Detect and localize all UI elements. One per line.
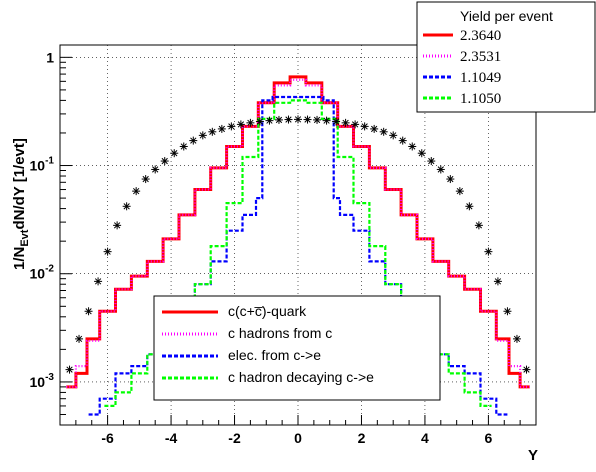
y-tick-label: 1 [46,49,54,65]
yield-box-frame [416,1,596,113]
y-axis-label-a: 1/N [11,247,28,270]
asterisk-marker [455,187,464,196]
asterisk-marker [160,157,169,166]
yield-value: 2.3640 [460,28,501,44]
legend: c(c+c̅)-quark c hadrons from c elec. from … [153,295,441,401]
asterisk-marker [122,202,131,211]
svg-text:1/NEvtdN/dY [1/evt]: 1/NEvtdN/dY [1/evt] [11,138,31,270]
x-tick-label: -2 [228,430,241,446]
asterisk-marker [84,307,93,316]
asterisk-marker [227,122,236,131]
asterisk-marker [417,149,426,158]
asterisk-marker [351,120,360,129]
legend-label: elec. from c->e [228,347,321,363]
asterisk-marker [427,157,436,166]
asterisk-marker [284,115,293,124]
asterisk-marker [103,247,112,256]
yield-value: 1.1049 [460,70,501,86]
legend-label: c(c+c̅)-quark [228,303,307,319]
asterisk-marker [189,136,198,145]
yield-rows: 2.3640 2.3531 1.1049 1.1050 [423,28,501,107]
asterisk-marker [94,277,103,286]
series-line [66,75,530,389]
x-axis-label: Y [528,447,538,464]
asterisk-marker [198,131,207,140]
asterisk-marker [313,115,322,124]
asterisk-marker [265,116,274,125]
x-tick-label: 4 [421,430,429,446]
asterisk-marker [474,221,483,230]
asterisk-marker [379,127,388,136]
asterisk-marker [398,136,407,145]
asterisk-marker [360,122,369,131]
asterisk-marker [141,175,150,184]
asterisk-marker [332,117,341,126]
asterisk-marker [303,115,312,124]
x-ticks: -6 -4 -2 0 2 4 6 [75,415,521,446]
yield-box-title: Yield per event [460,8,553,24]
asterisk-marker [132,187,141,196]
asterisk-marker [294,115,302,124]
asterisk-marker [341,118,350,127]
asterisk-marker [522,365,531,374]
asterisk-marker [151,165,160,174]
asterisk-marker [322,116,331,125]
y-tick-label: 10-3 [30,372,55,390]
asterisk-marker [408,142,417,151]
legend-label: c hadron decaying c->e [228,369,374,385]
marker-series [65,115,531,374]
asterisk-marker [512,334,521,343]
asterisk-marker [389,131,398,140]
y-tick-label: 10-1 [30,156,55,174]
asterisk-marker [446,175,455,184]
y-tick-label: 10-2 [30,264,55,282]
y-ticks: 10-3 10-2 10-1 1 [30,49,72,426]
x-tick-label: 0 [294,430,302,446]
x-tick-label: -4 [165,430,178,446]
asterisk-marker [75,334,84,343]
asterisk-marker [274,115,283,124]
asterisk-marker [436,165,445,174]
asterisk-marker [208,127,217,136]
x-tick-label: 2 [358,430,366,446]
asterisk-marker [484,247,493,256]
asterisk-marker [65,365,74,374]
asterisk-marker [170,149,179,158]
yield-box: Yield per event 2.3640 2.3531 1.1049 1.1050 [416,1,596,113]
y-axis-label-sub: Evt [19,229,31,246]
asterisk-marker [493,277,502,286]
asterisk-marker [503,307,512,316]
asterisk-marker [370,124,379,133]
asterisk-marker [179,142,188,151]
y-axis-label: 1/NEvtdN/dY [1/evt] [11,138,31,270]
x-tick-label: 6 [485,430,493,446]
yield-value: 1.1050 [460,91,501,107]
asterisk-marker [255,117,264,126]
asterisk-marker [246,118,255,127]
asterisk-marker [217,124,226,133]
legend-rows: c(c+c̅)-quark c hadrons from c elec. from … [162,303,374,385]
asterisk-marker [113,221,122,230]
asterisk-marker [236,120,245,129]
asterisk-marker [465,202,474,211]
yield-value: 2.3531 [460,49,501,65]
legend-label: c hadrons from c [228,325,332,341]
x-tick-label: -6 [101,430,114,446]
y-axis-label-b: dN/dY [1/evt] [11,138,28,229]
